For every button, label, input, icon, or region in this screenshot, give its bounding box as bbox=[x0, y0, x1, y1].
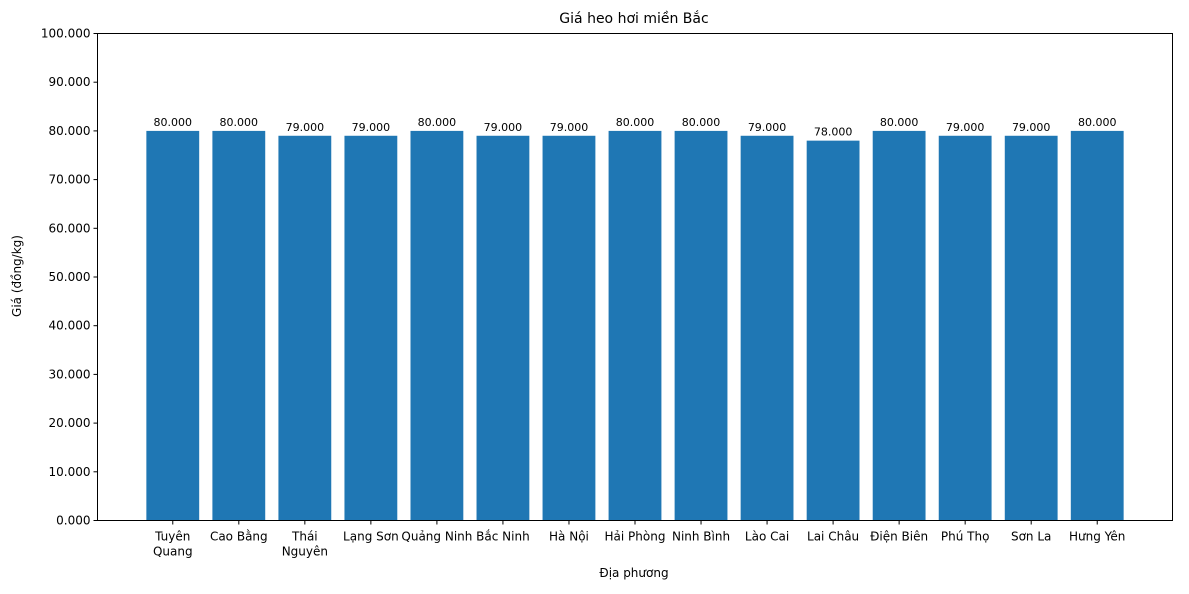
data-label: 79.000 bbox=[946, 121, 985, 134]
x-ticks-group: Tuyên Quang Cao Bằng Thái Nguyên Lạng Sơn Quản… bbox=[153, 520, 1125, 559]
x-tick-label: Quảng Ninh bbox=[401, 530, 472, 544]
x-tick-label: Bắc Ninh bbox=[476, 530, 530, 544]
data-label: 80.000 bbox=[1078, 116, 1117, 129]
data-label: 78.000 bbox=[814, 126, 853, 139]
bar bbox=[1004, 135, 1058, 521]
y-tick-label: 40.000 bbox=[49, 319, 91, 333]
x-tick-label: Cao Bằng bbox=[210, 530, 268, 544]
bars-group: 80.000 80.000 79.000 79.000 80.000 79.000 79.0… bbox=[146, 116, 1124, 521]
bar bbox=[674, 130, 728, 521]
data-label: 80.000 bbox=[880, 116, 919, 129]
data-label: 79.000 bbox=[484, 121, 523, 134]
bar bbox=[146, 130, 200, 521]
y-tick-label: 50.000 bbox=[49, 270, 91, 284]
y-tick-label: 10.000 bbox=[49, 465, 91, 479]
data-label: 80.000 bbox=[154, 116, 193, 129]
data-label: 79.000 bbox=[286, 121, 325, 134]
data-label: 79.000 bbox=[748, 121, 787, 134]
x-tick-label: Sơn La bbox=[1011, 530, 1051, 544]
y-ticks-group: 0.000 10.000 20.000 30.000 40.000 50.000 60.00… bbox=[41, 27, 98, 528]
x-tick-label: Điện Biên bbox=[870, 530, 928, 544]
bar bbox=[212, 130, 266, 521]
y-tick-label: 100.000 bbox=[41, 27, 91, 41]
y-tick-label: 0.000 bbox=[56, 514, 90, 528]
data-label: 80.000 bbox=[220, 116, 259, 129]
x-tick-label: Tuyên Quang bbox=[153, 530, 193, 559]
bar bbox=[872, 130, 926, 521]
x-tick-label: Ninh Bình bbox=[672, 530, 730, 544]
data-label: 79.000 bbox=[1012, 121, 1051, 134]
bar bbox=[806, 140, 860, 521]
data-label: 80.000 bbox=[616, 116, 655, 129]
x-tick-label: Thái Nguyên bbox=[282, 530, 328, 559]
data-label: 79.000 bbox=[550, 121, 589, 134]
x-tick-label: Lào Cai bbox=[745, 530, 789, 544]
bar bbox=[1070, 130, 1124, 521]
data-label: 80.000 bbox=[418, 116, 457, 129]
bar bbox=[542, 135, 596, 521]
y-tick-label: 90.000 bbox=[49, 75, 91, 89]
y-tick-label: 80.000 bbox=[49, 124, 91, 138]
bar bbox=[740, 135, 794, 521]
data-label: 79.000 bbox=[352, 121, 391, 134]
bar bbox=[938, 135, 992, 521]
bar bbox=[344, 135, 398, 521]
y-tick-label: 60.000 bbox=[49, 221, 91, 235]
x-tick-label: Lạng Sơn bbox=[343, 530, 399, 544]
y-axis-label: Giá (đồng/kg) bbox=[10, 235, 24, 317]
x-tick-label: Hải Phòng bbox=[605, 530, 666, 544]
x-tick-label: Phú Thọ bbox=[941, 530, 990, 544]
plot-frame bbox=[97, 33, 1173, 521]
chart-title: Giá heo hơi miền Bắc bbox=[559, 10, 708, 27]
y-tick-label: 30.000 bbox=[49, 367, 91, 381]
x-tick-label: Hà Nội bbox=[549, 530, 589, 544]
y-tick-label: 70.000 bbox=[49, 173, 91, 187]
data-label: 80.000 bbox=[682, 116, 721, 129]
x-tick-label: Lai Châu bbox=[807, 530, 859, 544]
x-tick-label: Hưng Yên bbox=[1069, 530, 1125, 544]
bar bbox=[410, 130, 464, 521]
y-tick-label: 20.000 bbox=[49, 416, 91, 430]
bar bbox=[278, 135, 332, 521]
x-axis-label: Địa phương bbox=[599, 566, 668, 580]
bar bbox=[476, 135, 530, 521]
bar bbox=[608, 130, 662, 521]
